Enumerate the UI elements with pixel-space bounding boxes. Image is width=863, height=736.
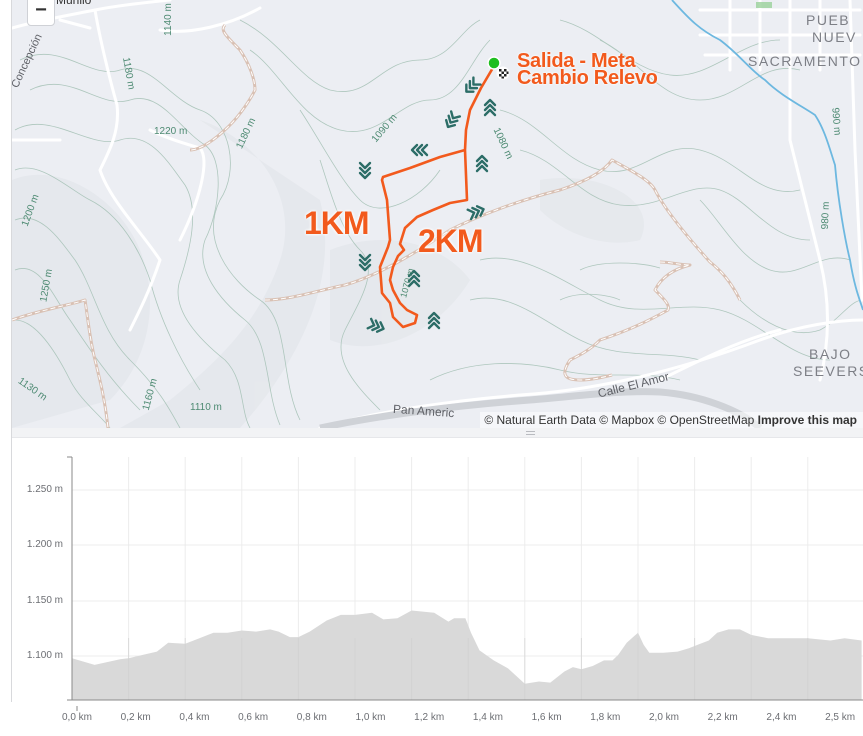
panel-left-border: [11, 0, 12, 702]
x-tick-label: 1,8 km: [590, 712, 621, 723]
zoom-out-button[interactable]: −: [27, 0, 55, 26]
contour-label: 1140 m: [162, 3, 174, 36]
x-tick-label: 0,8 km: [296, 712, 327, 723]
attribution-text: © Natural Earth Data © Mapbox © OpenStre…: [484, 413, 755, 427]
elevation-chart[interactable]: 1.250 m 1.200 m 1.150 m 1.100 m 0,0 km 0,…: [0, 438, 863, 736]
x-tick-label: 0,2 km: [120, 712, 151, 723]
improve-map-link[interactable]: Improve this map: [757, 413, 857, 427]
place-seevers: SEEVERS: [793, 363, 863, 379]
x-tick-label: 1,0 km: [355, 712, 386, 723]
km1-label: 1KM: [304, 205, 370, 241]
x-tick-label: 2,5 km: [825, 712, 856, 723]
map-attribution: © Natural Earth Data © Mapbox © OpenStre…: [480, 412, 863, 428]
place-sacramento: SACRAMENTO: [748, 53, 862, 69]
x-tick-label: 2,2 km: [707, 712, 738, 723]
x-tick-label: 0,0 km: [61, 712, 93, 723]
route-line: [378, 64, 496, 329]
km2-label: 2KM: [418, 223, 484, 259]
contour-label: 990 m: [829, 107, 843, 136]
map-canvas: [12, 0, 863, 428]
place-bajo: BAJO: [809, 346, 852, 362]
x-tick-label: 2,0 km: [648, 712, 680, 723]
y-tick-label: 1.200 m: [26, 539, 63, 550]
x-tick-label: 1,2 km: [414, 712, 445, 723]
contour-label: 980 m: [819, 201, 832, 230]
x-tick-label: 2,4 km: [766, 712, 797, 723]
x-tick-label: 0,6 km: [238, 712, 269, 723]
start-finish-label: Salida - Meta: [517, 50, 636, 72]
y-tick-label: 1.250 m: [26, 484, 63, 495]
place-pueblo-nuevo-line1: PUEB: [806, 12, 851, 28]
contour-label: 1110 m: [190, 402, 222, 413]
place-pueblo-nuevo-line2: NUEV: [812, 29, 857, 45]
x-tick-label: 1,6 km: [531, 712, 562, 723]
y-tick-label: 1.100 m: [26, 650, 63, 661]
map-chart-divider: [12, 428, 863, 438]
relay-change-label: Cambio Relevo: [517, 67, 658, 89]
x-tick-label: 0,4 km: [179, 712, 210, 723]
contour-label: 1220 m: [154, 126, 188, 137]
x-tick-label: 1,4 km: [472, 712, 503, 723]
resize-handle[interactable]: [526, 431, 535, 435]
map-view[interactable]: − Murillo Concepción PUEB NUEV SACRAMENT…: [12, 0, 863, 428]
start-marker: [487, 56, 501, 70]
y-tick-label: 1.150 m: [26, 595, 63, 606]
place-murillo: Murillo: [56, 0, 92, 7]
elevation-plot: [67, 456, 863, 711]
